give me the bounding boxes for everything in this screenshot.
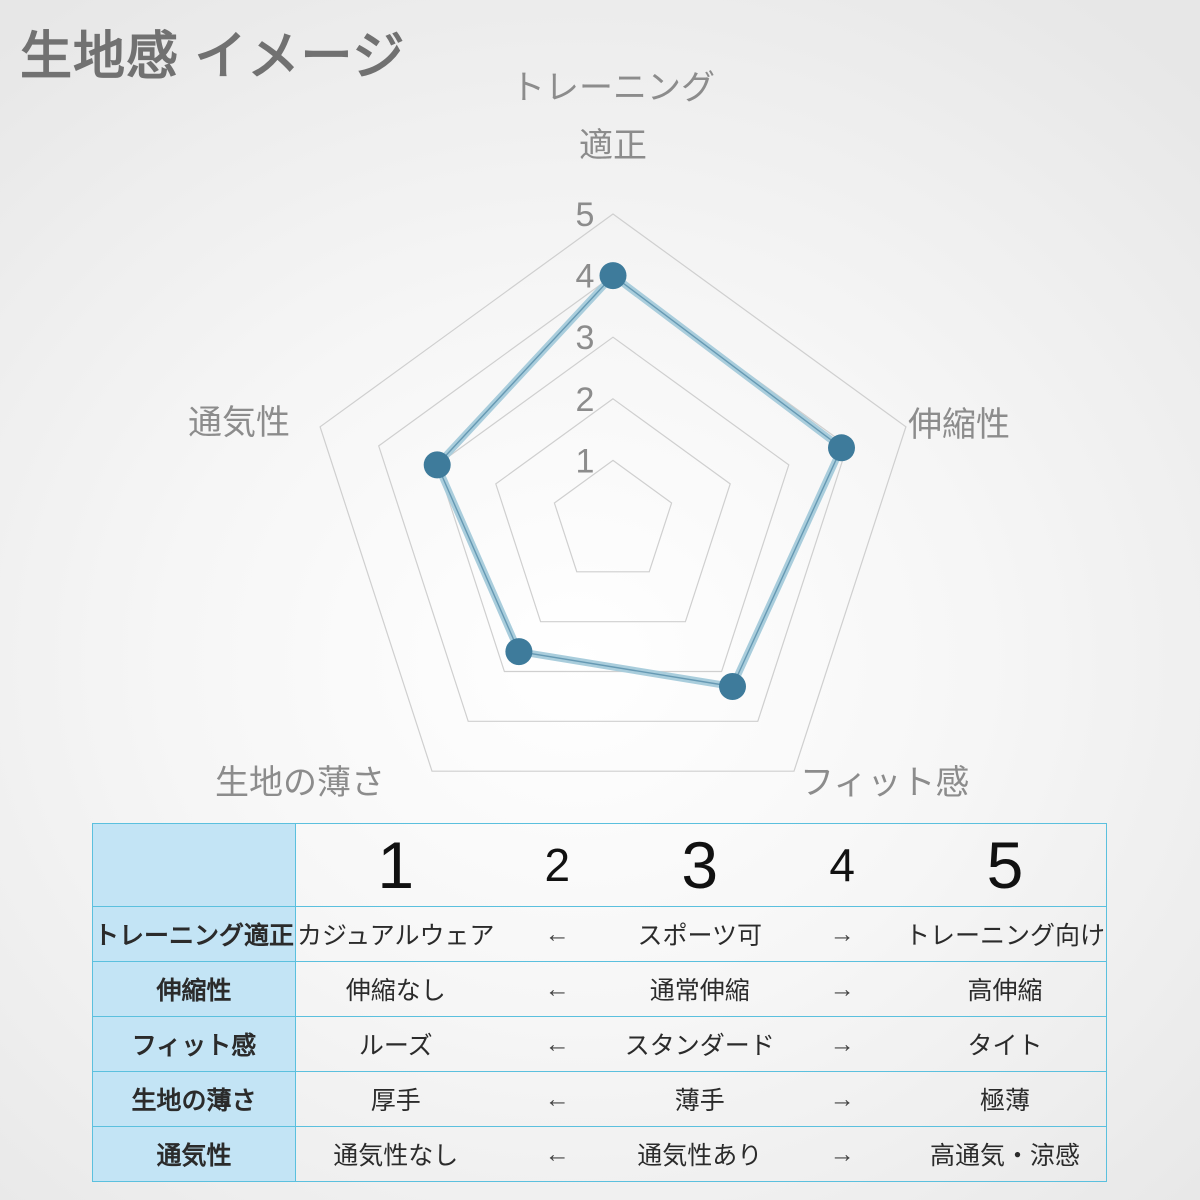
svg-text:2: 2 bbox=[576, 381, 595, 419]
svg-text:5: 5 bbox=[576, 196, 595, 234]
svg-text:3: 3 bbox=[576, 319, 595, 357]
svg-text:1: 1 bbox=[576, 442, 595, 480]
svg-text:4: 4 bbox=[576, 258, 595, 296]
